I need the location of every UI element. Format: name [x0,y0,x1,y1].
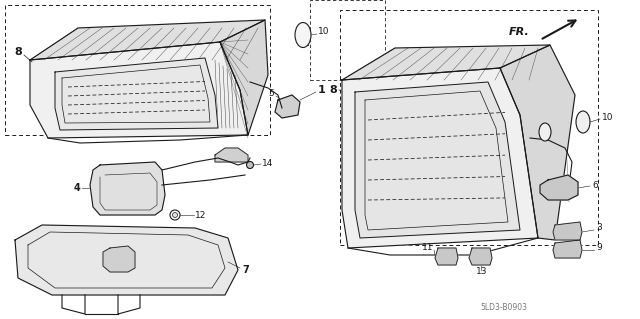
Text: 8: 8 [329,85,337,95]
Text: 4: 4 [73,183,80,193]
Bar [5,5,270,135]
Ellipse shape [246,161,253,168]
Text: 5LD3-B0903: 5LD3-B0903 [480,303,527,313]
Polygon shape [553,240,582,258]
Polygon shape [215,148,248,162]
Text: 6: 6 [592,181,598,189]
Polygon shape [500,45,575,240]
Ellipse shape [173,212,177,218]
Polygon shape [15,225,238,295]
Text: 8: 8 [14,47,22,57]
Polygon shape [469,248,492,265]
Polygon shape [275,95,300,118]
Bar [340,10,598,245]
Text: 3: 3 [596,224,602,233]
Polygon shape [103,246,135,272]
Text: 12: 12 [195,211,206,219]
Polygon shape [342,68,538,248]
Polygon shape [220,20,268,135]
Polygon shape [553,222,582,240]
Text: 10: 10 [318,27,330,36]
Polygon shape [30,20,265,60]
Text: 13: 13 [476,268,488,277]
Text: 11: 11 [422,243,433,253]
Text: 10: 10 [602,114,614,122]
Text: FR.: FR. [509,27,530,37]
Bar [310,0,385,80]
Text: 1: 1 [318,85,326,95]
Ellipse shape [295,23,311,48]
Polygon shape [55,58,218,130]
Polygon shape [355,82,520,238]
Ellipse shape [576,111,590,133]
Polygon shape [435,248,458,265]
Text: 2: 2 [449,257,456,267]
Ellipse shape [539,123,551,141]
Polygon shape [540,175,578,200]
Text: 5: 5 [268,90,274,99]
Text: 7: 7 [242,265,249,275]
Text: 14: 14 [262,159,273,167]
Polygon shape [90,162,165,215]
Polygon shape [30,42,248,138]
Text: 9: 9 [596,243,602,253]
Polygon shape [342,45,550,80]
